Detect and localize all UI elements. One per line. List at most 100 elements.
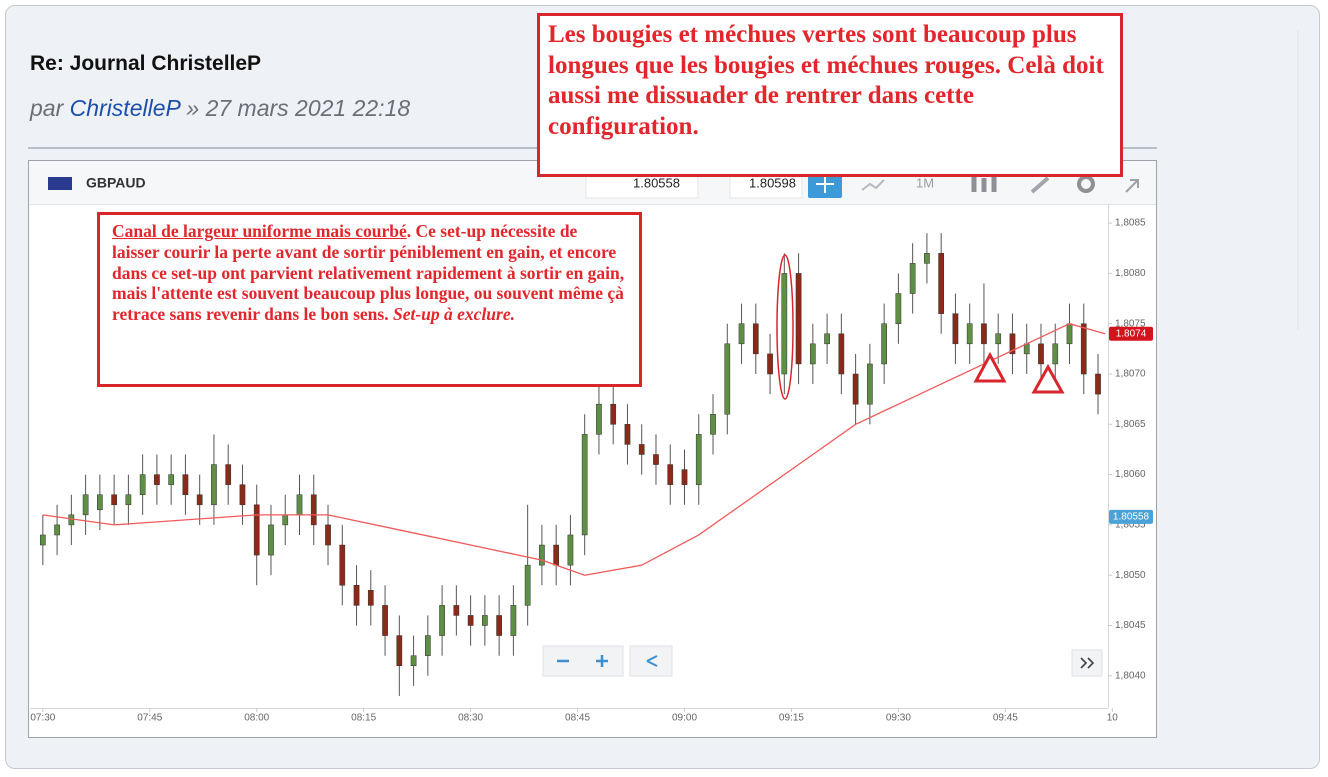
- sell-price: 1.80558: [633, 175, 680, 190]
- candle-body: [895, 293, 902, 324]
- note-segment: Set-up à exclure.: [392, 304, 515, 325]
- candle-body: [225, 464, 232, 485]
- x-tick-label: 09:15: [779, 713, 804, 724]
- candle-body: [624, 424, 631, 445]
- candle-body: [310, 494, 317, 526]
- candle-body: [97, 494, 103, 511]
- x-tick-label: 10: [1107, 713, 1119, 724]
- post-date: » 27 mars 2021 22:18: [186, 95, 411, 121]
- chart-type-icon[interactable]: [861, 179, 885, 191]
- candle-body: [168, 474, 175, 485]
- candle-body: [824, 333, 830, 345]
- highlight-ellipse: [776, 254, 794, 400]
- candle-body: [667, 464, 674, 485]
- candle-body: [809, 343, 816, 365]
- y-tick-label: 1,8050: [1115, 570, 1146, 581]
- by-label: par: [30, 95, 64, 121]
- candle-body: [382, 605, 388, 636]
- crosshair-icon: [816, 175, 834, 193]
- candle-body: [396, 635, 403, 666]
- fullscreen-icon[interactable]: [1125, 179, 1139, 193]
- settings-icon[interactable]: [1077, 175, 1095, 193]
- zoom-icons[interactable]: [557, 655, 608, 667]
- candle-body: [695, 434, 702, 485]
- triangle-marker: [973, 351, 1007, 383]
- candle-body: [296, 494, 303, 516]
- scroll-end-icon: [1080, 657, 1095, 669]
- plot-area: 1,8040 1,8045 1,8050 1,8055 1,8060 1,8065 1,80…: [30, 218, 1153, 724]
- candle-body: [424, 635, 431, 656]
- candle-body: [410, 655, 417, 666]
- draw-icon[interactable]: [1030, 176, 1050, 194]
- candle-body: [610, 403, 617, 425]
- candle-body: [966, 323, 973, 345]
- candle-body: [1066, 323, 1073, 345]
- candle-body: [539, 544, 545, 566]
- candle-body: [353, 585, 360, 606]
- candle-body: [867, 363, 873, 405]
- candle-body: [909, 263, 916, 294]
- y-tick-label: 1,8070: [1115, 369, 1146, 380]
- moving-average: [42, 323, 1106, 576]
- candle-body: [1052, 343, 1059, 365]
- x-tick-label: 08:15: [351, 713, 376, 724]
- candle-body: [752, 323, 759, 355]
- candle-body: [125, 494, 132, 506]
- candle-body: [1038, 343, 1044, 365]
- y-tick-label: 1,8045: [1115, 620, 1146, 631]
- candle-body: [938, 253, 945, 314]
- candle-body: [638, 444, 645, 455]
- share-icon: [646, 655, 658, 667]
- candle-body: [952, 313, 959, 345]
- candle-body: [510, 605, 517, 636]
- price-tag-label: 1.80558: [1113, 512, 1150, 523]
- candle-body: [738, 323, 745, 345]
- timeframe[interactable]: 1M: [916, 175, 934, 190]
- candle-body: [881, 323, 887, 365]
- candle-body: [581, 434, 588, 536]
- share-button[interactable]: [629, 645, 673, 677]
- candle-body: [781, 273, 788, 375]
- x-tick-label: 08:30: [458, 713, 483, 724]
- candle-body: [325, 524, 331, 546]
- candle-body: [681, 469, 688, 485]
- flag-icon: [48, 177, 72, 190]
- candle-body: [924, 253, 930, 264]
- candle-body: [467, 615, 474, 626]
- candle-body: [182, 474, 189, 495]
- candle-body: [196, 494, 203, 506]
- candle-body: [1095, 373, 1101, 395]
- x-tick-label: 09:45: [993, 713, 1018, 724]
- candle-body: [154, 474, 160, 485]
- candle-body: [282, 514, 289, 526]
- candle-body: [838, 333, 845, 375]
- note-segment: Canal de largeur uniforme mais courbé: [112, 221, 407, 241]
- candles-icon[interactable]: [971, 176, 997, 192]
- candle-body: [111, 494, 117, 506]
- candle-body: [268, 524, 274, 556]
- candle-body: [482, 615, 488, 626]
- top-note: Les bougies et méchues vertes sont beauc…: [537, 13, 1123, 177]
- x-tick-label: 08:00: [244, 713, 269, 724]
- candle-body: [139, 474, 146, 495]
- y-tick-label: 1,8075: [1115, 318, 1146, 329]
- y-tick-label: 1,8060: [1115, 469, 1146, 480]
- candle-body: [1080, 323, 1087, 375]
- x-tick-label: 07:45: [137, 713, 162, 724]
- candle-body: [553, 544, 560, 566]
- candle-body: [496, 615, 502, 636]
- note-segment: . Ce set-up nécessite de laisser courir …: [112, 221, 625, 325]
- y-tick-label: 1,8055: [1115, 520, 1146, 531]
- candle-body: [339, 544, 346, 586]
- candle-body: [253, 504, 260, 556]
- candle-body: [795, 273, 802, 365]
- candle-body: [211, 464, 217, 506]
- author-link[interactable]: ChristelleP: [69, 95, 180, 121]
- candle-body: [981, 323, 987, 345]
- x-tick-label: 09:30: [886, 713, 911, 724]
- post-byline: par ChristelleP » 27 mars 2021 22:18: [30, 95, 410, 122]
- symbol: GBPAUD: [86, 175, 146, 191]
- y-tick-label: 1,8040: [1115, 670, 1146, 681]
- zoom-controls[interactable]: [542, 645, 624, 677]
